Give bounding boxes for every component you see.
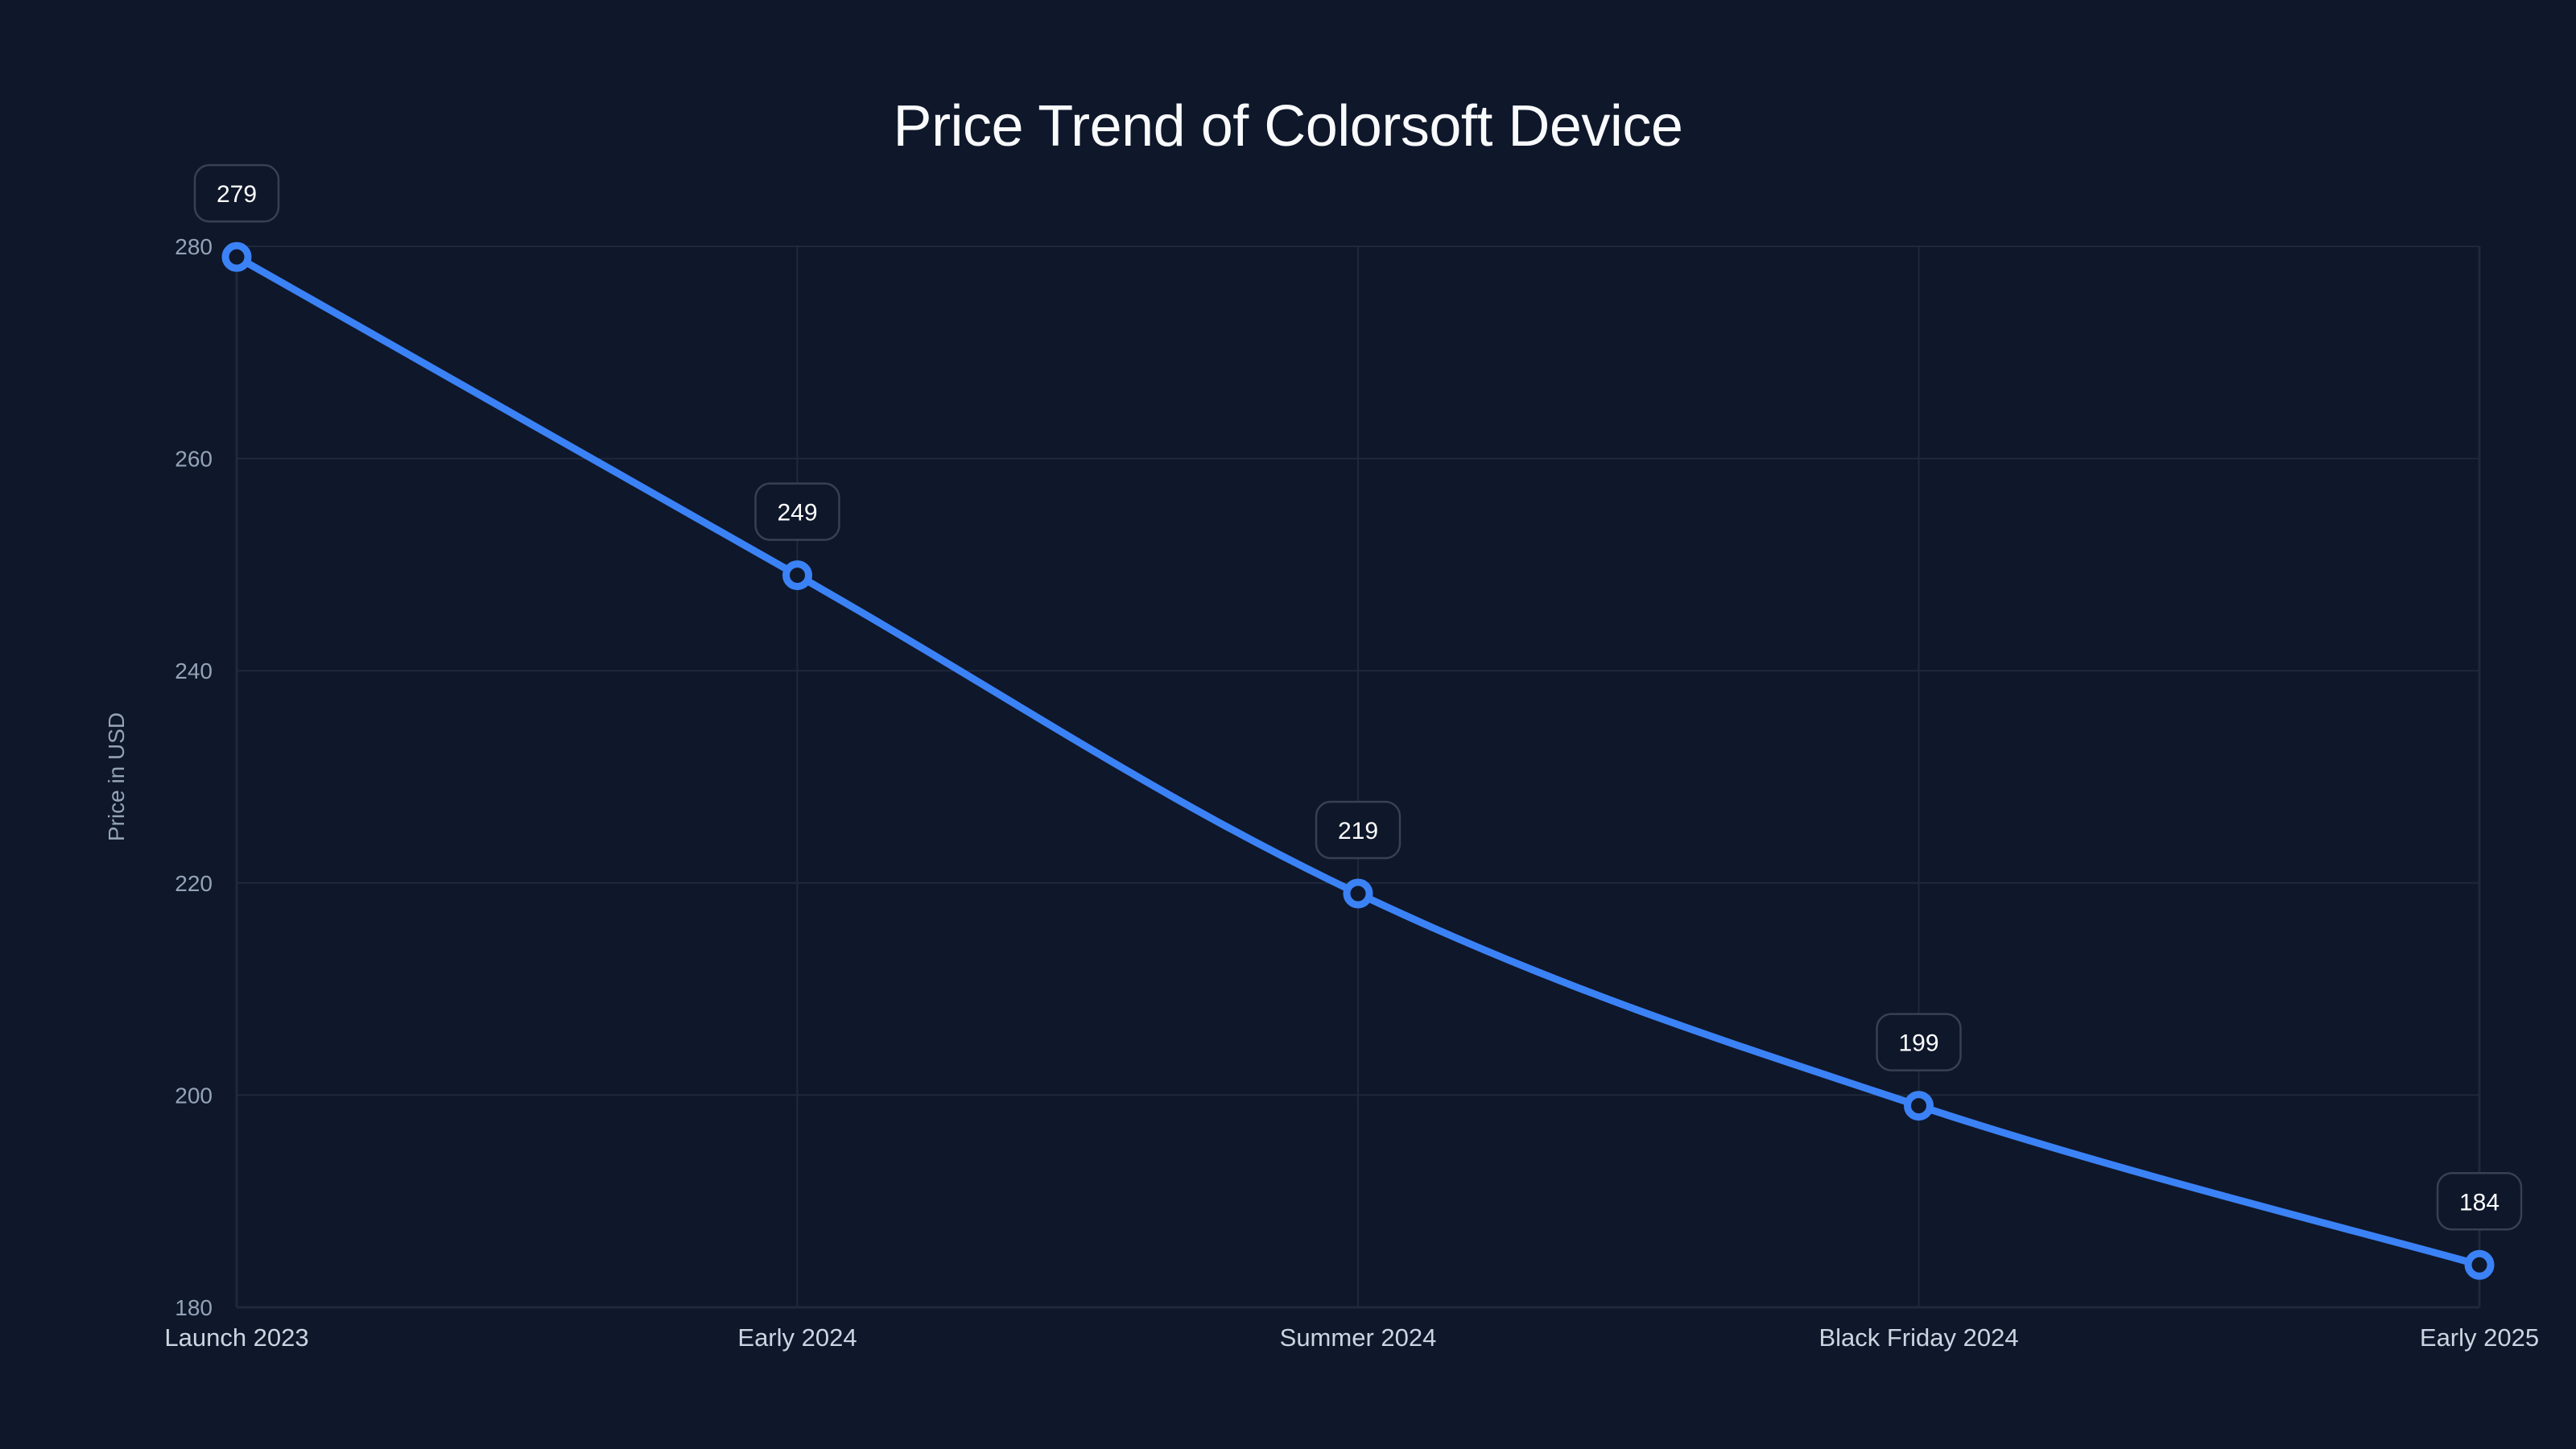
- y-tick-label: 240: [175, 658, 213, 683]
- data-label-text: 219: [1338, 818, 1378, 844]
- x-tick-label: Launch 2023: [164, 1323, 308, 1352]
- data-label-box: [754, 482, 840, 541]
- data-label-text: 279: [217, 181, 257, 208]
- data-point-marker[interactable]: [782, 560, 812, 591]
- x-tick-label: Black Friday 2024: [1818, 1323, 2018, 1352]
- y-axis-label: Price in USD: [104, 712, 129, 841]
- data-point-marker[interactable]: [1904, 1091, 1934, 1121]
- data-label-box: [2436, 1172, 2523, 1231]
- y-tick-label: 280: [175, 234, 213, 259]
- y-axis-ticks: 180 200 220 240 260 280: [175, 234, 213, 1320]
- x-tick-label: Early 2024: [737, 1323, 857, 1352]
- data-label-box: [1315, 800, 1402, 860]
- data-label-text: 249: [777, 500, 817, 526]
- data-label: 199: [1876, 1013, 1962, 1071]
- data-label-text: 184: [2459, 1189, 2500, 1216]
- data-label: 249: [754, 482, 840, 541]
- x-tick-label: Early 2025: [2420, 1323, 2539, 1352]
- y-tick-label: 260: [175, 447, 213, 472]
- y-tick-label: 180: [175, 1295, 213, 1320]
- data-label: 184: [2436, 1172, 2523, 1231]
- data-label-box: [193, 163, 280, 223]
- grid: [235, 246, 2481, 1309]
- data-label: 219: [1315, 800, 1402, 860]
- y-tick-label: 200: [175, 1083, 213, 1108]
- x-axis-ticks: Launch 2023 Early 2024 Summer 2024 Black Fr…: [164, 1323, 2539, 1352]
- data-label-text: 199: [1898, 1030, 1938, 1057]
- data-markers: [221, 242, 2495, 1280]
- data-point-marker[interactable]: [2464, 1249, 2495, 1280]
- data-point-marker[interactable]: [221, 242, 252, 272]
- data-label-box: [1876, 1013, 1962, 1071]
- data-point-marker[interactable]: [1343, 878, 1373, 909]
- chart-title: Price Trend of Colorsoft Device: [893, 94, 1683, 159]
- y-tick-label: 220: [175, 871, 213, 896]
- data-label: 279: [193, 163, 280, 223]
- data-labels: 279 249 219 199 184: [193, 163, 2523, 1231]
- x-tick-label: Summer 2024: [1280, 1323, 1437, 1352]
